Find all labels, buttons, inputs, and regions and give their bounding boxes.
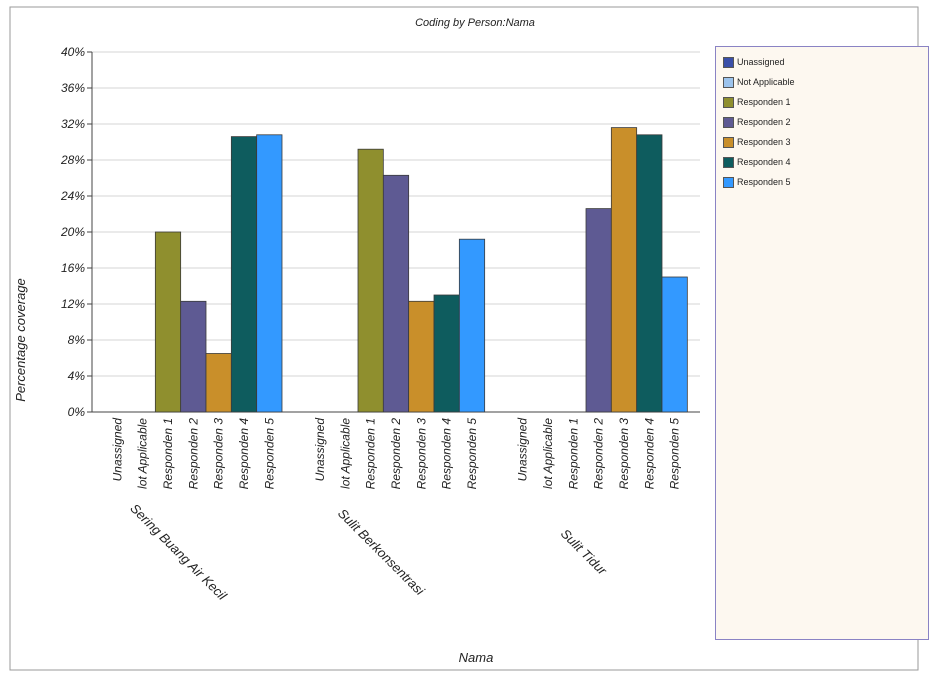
y-axis-label: Percentage coverage — [13, 278, 28, 402]
y-tick-label: 36% — [61, 81, 85, 95]
y-tick-label: 24% — [60, 189, 85, 203]
legend-item: Responden 1 — [723, 95, 791, 109]
x-tick-label: Unassigned — [516, 418, 530, 482]
legend-swatch — [723, 176, 734, 188]
x-tick-label: Responden 1 — [364, 418, 378, 489]
x-tick-labels: Unassigned lot Applicable Responden 1 Respo… — [110, 418, 681, 490]
bar-responden-4 — [230, 136, 258, 413]
legend-item: Responden 4 — [723, 155, 791, 169]
x-tick-label: Responden 5 — [262, 418, 276, 490]
x-tick-label: Responden 3 — [617, 418, 631, 490]
y-tick-label: 0% — [68, 405, 86, 419]
legend-label: Responden 1 — [737, 97, 791, 107]
bars — [154, 127, 688, 413]
legend-swatch — [723, 56, 734, 68]
y-tick-label: 8% — [68, 333, 86, 347]
legend-swatch — [723, 156, 734, 168]
legend: Unassigned Not Applicable Responden 1 Respo… — [715, 46, 929, 640]
x-tick-label: Responden 4 — [440, 418, 454, 490]
legend-label: Responden 3 — [737, 137, 791, 147]
legend-item: Responden 5 — [723, 175, 791, 189]
bar-responden-3 — [205, 353, 232, 413]
bar-responden-2 — [585, 208, 612, 413]
bar-responden-5 — [661, 276, 688, 413]
legend-label: Unassigned — [737, 57, 785, 67]
bar-responden-5 — [458, 238, 486, 413]
x-tick-label: Responden 1 — [566, 418, 580, 489]
bar-responden-2 — [382, 174, 410, 413]
legend-item: Responden 2 — [723, 115, 791, 129]
y-tick-label: 28% — [60, 153, 85, 167]
group-labels: Sering Buang Air Kecil Sulit Berkonsentra… — [127, 501, 610, 604]
legend-swatch — [723, 76, 734, 88]
legend-label: Responden 2 — [737, 117, 791, 127]
x-tick-label: Responden 2 — [186, 418, 200, 490]
legend-label: Responden 4 — [737, 157, 791, 167]
bar-responden-4 — [433, 294, 460, 413]
legend-item: Unassigned — [723, 55, 785, 69]
x-tick-label: lot Applicable — [541, 418, 555, 489]
x-tick-label: Responden 5 — [465, 418, 479, 490]
y-tick-label: 20% — [60, 225, 85, 239]
legend-label: Not Applicable — [737, 77, 795, 87]
x-tick-label: Responden 4 — [642, 418, 656, 490]
x-tick-label: Unassigned — [313, 418, 327, 482]
y-tick-label: 40% — [61, 45, 85, 59]
x-tick-label: Responden 2 — [389, 418, 403, 490]
y-tick-labels: 0% 4% 8% 12% 16% 20% 24% 28% 32% 36% 40% — [60, 45, 85, 419]
x-tick-label: lot Applicable — [338, 418, 352, 489]
bar-responden-1 — [357, 148, 384, 413]
x-axis-label: Nama — [459, 650, 494, 665]
legend-item: Not Applicable — [723, 75, 795, 89]
y-tick-label: 32% — [61, 117, 85, 131]
x-tick-label: Responden 3 — [414, 418, 428, 490]
legend-label: Responden 5 — [737, 177, 791, 187]
legend-swatch — [723, 136, 734, 148]
chart-title: Coding by Person:Nama — [415, 17, 535, 29]
x-tick-label: Responden 3 — [212, 418, 226, 490]
group-label: Sering Buang Air Kecil — [127, 501, 230, 604]
bar-responden-2 — [180, 300, 207, 413]
x-tick-label: Responden 5 — [668, 418, 682, 490]
x-tick-label: lot Applicable — [136, 418, 150, 489]
bar-responden-1 — [154, 231, 182, 413]
x-tick-label: Responden 1 — [161, 418, 175, 489]
y-tick-label: 4% — [68, 369, 86, 383]
y-tick-label: 16% — [61, 261, 85, 275]
x-tick-label: Responden 2 — [592, 418, 606, 490]
group-label: Sulit Tidur — [558, 526, 610, 578]
bar-responden-3 — [408, 300, 435, 413]
legend-swatch — [723, 116, 734, 128]
group-label: Sulit Berkonsentrasi — [335, 506, 428, 599]
bar-responden-5 — [256, 134, 283, 413]
x-tick-label: Unassigned — [110, 418, 124, 482]
legend-item: Responden 3 — [723, 135, 791, 149]
y-tick-label: 12% — [61, 297, 85, 311]
bar-responden-3 — [610, 127, 638, 413]
bar-responden-4 — [636, 134, 663, 413]
legend-swatch — [723, 96, 734, 108]
x-tick-label: Responden 4 — [237, 418, 251, 490]
